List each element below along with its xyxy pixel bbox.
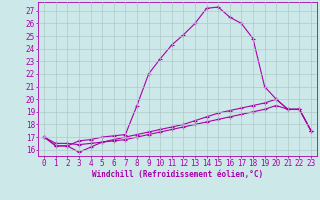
X-axis label: Windchill (Refroidissement éolien,°C): Windchill (Refroidissement éolien,°C) bbox=[92, 170, 263, 179]
